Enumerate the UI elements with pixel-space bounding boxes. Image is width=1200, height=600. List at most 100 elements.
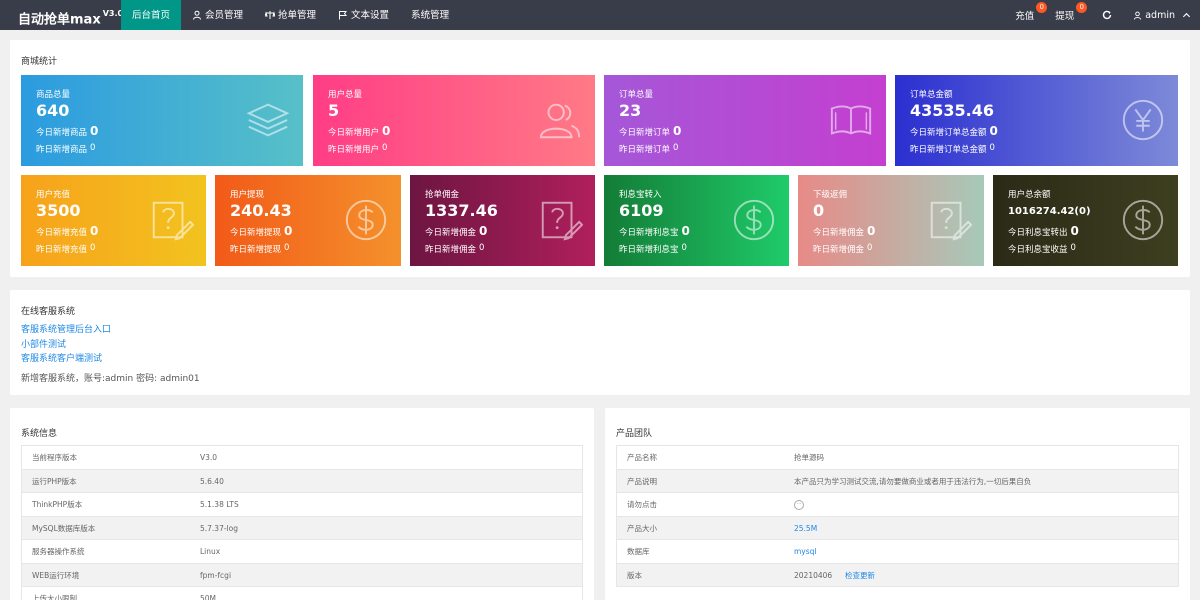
scale-icon — [265, 11, 276, 19]
stat-card: 用户充值 3500 今日新增充值 0 昨日新增充值 0 — [21, 175, 206, 266]
stat-today-value: 0 — [989, 124, 998, 138]
stat-card: 用户总量 5 今日新增用户 0 昨日新增用户 0 — [313, 75, 595, 166]
service-admin-link[interactable]: 客服系统管理后台入口 — [21, 325, 112, 335]
stat-today-value: 0 — [284, 224, 293, 238]
row-key: WEB运行环境 — [32, 570, 80, 580]
row-key: 版本 — [627, 570, 642, 580]
row-key: 运行PHP版本 — [32, 476, 77, 486]
recharge-button[interactable]: 充值 0 — [1015, 0, 1048, 30]
book-icon — [828, 97, 874, 143]
table-row: MySQL数据库版本 5.7.37-log — [21, 516, 583, 540]
row-key: ThinkPHP版本 — [32, 500, 83, 509]
stat-value: 640 — [36, 101, 70, 120]
nav-item-system[interactable]: 系统管理 — [400, 0, 460, 30]
stat-label: 下级返佣 — [813, 190, 848, 200]
stat-label: 用户总余额 — [1008, 190, 1051, 200]
table-row: 版本 20210406 检查更新 — [616, 563, 1179, 587]
stat-label: 用户充值 — [36, 190, 71, 200]
stat-label: 订单总量 — [619, 90, 654, 100]
nav-item-label: 会员管理 — [205, 9, 244, 21]
stat-value: 3500 — [36, 201, 81, 220]
row-key: 当前程序版本 — [32, 453, 77, 462]
stat-yesterday: 昨日新增充值 0 — [36, 243, 95, 255]
stat-today: 今日新增商品 0 — [36, 124, 98, 138]
stat-value: 240.43 — [230, 201, 292, 220]
table-row: 产品说明 本产品只为学习测试交流,请勿要做商业或者用于违法行为,一切后果自负 — [616, 469, 1179, 493]
stat-today-label: 今日新增订单 — [619, 128, 671, 138]
stat-yesterday-label: 昨日新增提现 — [230, 245, 282, 255]
stat-label: 用户总量 — [328, 90, 363, 100]
stat-yesterday-label: 昨日新增订单 — [619, 145, 671, 155]
stat-yesterday-value: 0 — [479, 243, 485, 253]
stat-card: 用户提现 240.43 今日新增提现 0 昨日新增提现 0 — [215, 175, 401, 266]
stat-label: 利息宝转入 — [619, 190, 662, 200]
row-value[interactable]: mysql — [794, 547, 817, 556]
stat-card: 用户总余额 1016274.42(0) 今日利息宝转出 0 今日利息宝收益 0 — [993, 175, 1178, 266]
row-value[interactable]: 25.5M — [794, 523, 818, 533]
widget-test-link[interactable]: 小部件测试 — [21, 340, 67, 350]
stat-yesterday: 昨日新增用户 0 — [328, 143, 387, 155]
stat-value: 23 — [619, 101, 642, 120]
stat-yesterday: 昨日新增订单总金额 0 — [910, 143, 995, 155]
row-value: 50M — [200, 594, 217, 600]
stat-yesterday-label: 昨日新增用户 — [328, 145, 380, 155]
app-version: V3.0 — [102, 9, 124, 18]
stat-value: 0 — [813, 201, 825, 220]
app-brand[interactable]: 自动抢单max V3.0 — [18, 0, 123, 30]
yen-icon — [1120, 97, 1166, 143]
stat-yesterday-label: 昨日新增佣金 — [813, 245, 865, 255]
stat-card: 利息宝转入 6109 今日新增利息宝 0 昨日新增利息宝 0 — [604, 175, 789, 266]
users-icon — [537, 97, 583, 143]
row-key: 产品说明 — [627, 476, 657, 486]
withdraw-button[interactable]: 提现 0 — [1055, 0, 1088, 30]
stat-today-label: 今日新增提现 — [230, 228, 282, 238]
stat-today-label: 今日新增利息宝 — [619, 228, 679, 238]
top-right-nav: 充值 0 提现 0 admin — [1015, 0, 1200, 30]
row-value: 20210406 — [794, 570, 833, 580]
nav-item-orders[interactable]: 抢单管理 — [254, 0, 327, 30]
check-update-link[interactable]: 检查更新 — [845, 570, 875, 580]
stat-yesterday: 昨日新增订单 0 — [619, 143, 678, 155]
row-key: 服务器操作系统 — [32, 547, 85, 556]
nav-item-text-settings[interactable]: 文本设置 — [327, 0, 400, 30]
dollar-icon — [343, 197, 389, 243]
stat-yesterday-label: 昨日新增订单总金额 — [910, 145, 987, 155]
stat-label: 订单总金额 — [910, 90, 953, 100]
recharge-badge: 0 — [1036, 2, 1048, 13]
service-client-test-link[interactable]: 客服系统客户端测试 — [21, 354, 103, 364]
nav-item-members[interactable]: 会员管理 — [181, 0, 254, 30]
stat-today-label: 今日新增用户 — [328, 128, 380, 138]
stat-today: 今日新增订单 0 — [619, 124, 681, 138]
nav-item-home[interactable]: 后台首页 — [121, 0, 182, 30]
row-value: fpm-fcgi — [200, 570, 232, 580]
flag-icon — [339, 11, 348, 20]
stat-value: 1337.46 — [425, 201, 498, 220]
stat-today-value: 0 — [479, 224, 488, 238]
stat-today: 今日新增用户 0 — [328, 124, 390, 138]
stat-yesterday-value: 0 — [90, 143, 96, 153]
stat-today-value: 0 — [382, 124, 391, 138]
stat-today-value: 0 — [867, 224, 876, 238]
stat-label: 用户提现 — [230, 190, 265, 200]
recharge-label: 充值 — [1015, 11, 1035, 22]
table-row: 产品大小 25.5M — [616, 516, 1179, 540]
rating-icon[interactable]: ··· — [794, 500, 804, 510]
stat-yesterday-value: 0 — [284, 243, 290, 253]
row-value: 5.1.38 LTS — [200, 500, 239, 509]
table-row: 服务器操作系统 Linux — [21, 540, 583, 564]
stat-card: 订单总金额 43535.46 今日新增订单总金额 0 昨日新增订单总金额 0 — [895, 75, 1178, 166]
product-team-panel: 产品团队 产品名称 抢单源码 产品说明 本产品只为学习测试交流,请勿要做商业或者用于违… — [605, 408, 1190, 600]
refresh-button[interactable] — [1102, 0, 1112, 30]
stats-panel: 商城统计 商品总量 640 今日新增商品 0 昨日新增商品 0 用户总量 5 今日新增用户 0 昨日… — [10, 40, 1190, 277]
product-team-table: 产品名称 抢单源码 产品说明 本产品只为学习测试交流,请勿要做商业或者用于违法行为,一… — [616, 445, 1179, 587]
user-menu[interactable]: admin — [1133, 0, 1191, 30]
stat-yesterday-value: 0 — [90, 243, 96, 253]
table-row: ThinkPHP版本 5.1.38 LTS — [21, 493, 583, 517]
table-row: 上传大小限制 50M — [21, 587, 583, 600]
stat-value: 1016274.42(0) — [1008, 206, 1091, 217]
stat-today: 今日新增充值 0 — [36, 224, 98, 238]
stat-yesterday: 今日利息宝收益 0 — [1008, 243, 1076, 255]
nav-item-label: 文本设置 — [351, 9, 390, 21]
service-note: 新增客服系统，账号:admin 密码: admin01 — [21, 374, 200, 384]
stat-today-label: 今日新增充值 — [36, 228, 88, 238]
